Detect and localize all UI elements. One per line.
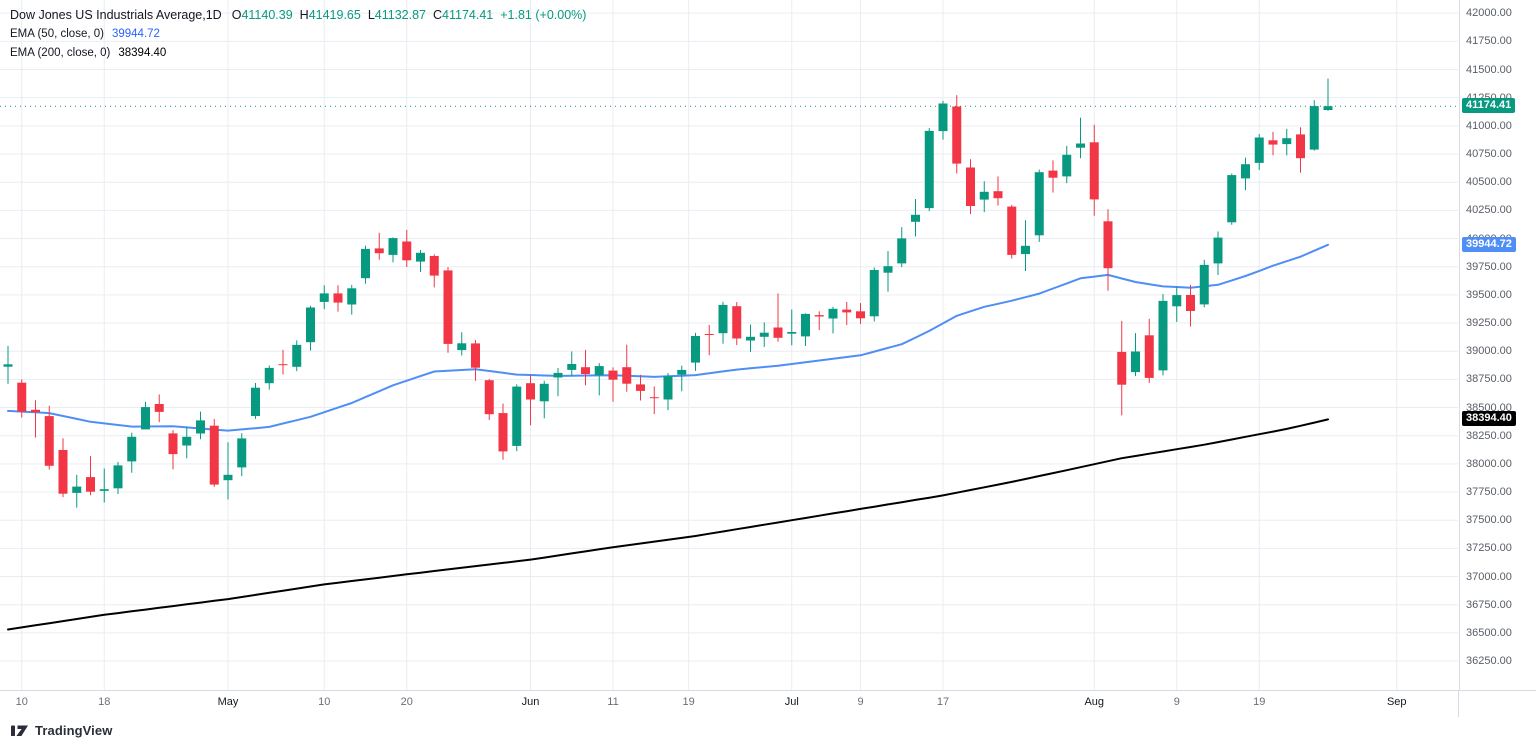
ema50-value: 39944.72	[111, 27, 160, 40]
close-value: C41174.41	[433, 7, 494, 22]
time-axis-label: 11	[607, 696, 619, 708]
price-axis-label: 38750.00	[1466, 373, 1512, 386]
price-axis-label: 38000.00	[1466, 457, 1512, 470]
price-axis-label: 41000.00	[1466, 119, 1512, 132]
tradingview-logo-icon[interactable]	[10, 722, 29, 738]
time-axis-label: May	[217, 696, 239, 708]
ema50-legend-row[interactable]: EMA (50, close, 0) 39944.72	[10, 24, 586, 43]
price-axis-label: 37000.00	[1466, 570, 1512, 583]
ema-200-line	[7, 418, 1329, 631]
price-axis-label: 39250.00	[1466, 317, 1512, 330]
symbol-separator: ,	[202, 7, 206, 22]
axis-corner-divider	[1458, 691, 1459, 717]
price-axis-label: 39500.00	[1466, 288, 1512, 301]
bottom-bar: TradingView	[0, 716, 1536, 744]
open-value: O41140.39	[231, 7, 293, 22]
chart-area[interactable]: 36250.00 36500.00 36750.00 37000.00 37250.00…	[0, 0, 1536, 690]
price-axis-label: 40500.00	[1466, 176, 1512, 189]
tradingview-wordmark[interactable]: TradingView	[35, 722, 113, 738]
price-axis-label: 36750.00	[1466, 598, 1512, 611]
low-value: L41132.87	[367, 7, 426, 22]
time-axis-label: 17	[936, 696, 950, 708]
price-axis-label: 37250.00	[1466, 542, 1512, 555]
time-axis-label: Jun	[521, 696, 540, 708]
price-axis-label: 40250.00	[1466, 204, 1512, 217]
price-axis-label: 41500.00	[1466, 63, 1512, 76]
high-value: H41419.65	[299, 7, 361, 22]
time-axis-label: Sep	[1386, 696, 1407, 708]
price-axis-label: 41750.00	[1466, 35, 1512, 48]
price-axis-label: 38500.00	[1466, 401, 1512, 414]
price-axis-label: 39750.00	[1466, 260, 1512, 273]
time-axis-label: 9	[857, 696, 864, 708]
symbol-title: Dow Jones US Industrials Average	[10, 7, 203, 22]
price-axis-label: 37750.00	[1466, 486, 1512, 499]
time-axis-label: Aug	[1084, 696, 1105, 708]
time-axis-label: 10	[318, 696, 331, 708]
price-axis[interactable]: 36250.00 36500.00 36750.00 37000.00 37250.00…	[1459, 0, 1536, 690]
price-axis-label: 36500.00	[1466, 626, 1512, 639]
time-axis-label: Jul	[784, 696, 799, 708]
price-tag: 38394.40	[1462, 411, 1516, 427]
time-axis-label: 20	[400, 696, 413, 708]
time-axis-label: 18	[98, 696, 111, 708]
ema50-label: EMA (50, close, 0)	[10, 27, 104, 40]
price-axis-label: 36250.00	[1466, 655, 1512, 668]
ema200-label: EMA (200, close, 0)	[10, 46, 111, 59]
symbol-interval[interactable]: 1D	[205, 7, 222, 22]
price-axis-label: 39000.00	[1466, 345, 1512, 358]
chart-legend: Dow Jones US Industrials Average, 1D O41…	[10, 5, 586, 62]
time-axis-label: 19	[1253, 696, 1266, 708]
ohlc-values: O41140.39 H41419.65 L41132.87 C41174.41	[232, 8, 494, 22]
time-axis-label: 10	[15, 696, 28, 708]
candles-layer	[3, 78, 1333, 508]
price-axis-label: 38250.00	[1466, 429, 1512, 442]
time-axis-label: 19	[682, 696, 695, 708]
time-axis-label: 9	[1173, 696, 1180, 708]
price-tag: 41174.41	[1462, 98, 1516, 114]
ema200-legend-row[interactable]: EMA (200, close, 0) 38394.40	[10, 43, 586, 62]
price-axis-label: 40750.00	[1466, 148, 1512, 161]
symbol-legend-row[interactable]: Dow Jones US Industrials Average, 1D O41…	[10, 5, 586, 24]
ema200-value: 38394.40	[118, 46, 167, 59]
price-axis-label: 37500.00	[1466, 514, 1512, 527]
grid-layer	[0, 0, 1458, 690]
candlestick-chart[interactable]	[0, 0, 1458, 690]
time-axis[interactable]: 10 18 May 10 20 Jun 11 19 Jul 9 17 Aug 9 19 Sep	[0, 690, 1536, 717]
change-value: +1.81 (+0.00%)	[500, 7, 587, 22]
price-axis-label: 42000.00	[1466, 7, 1512, 20]
price-tag: 39944.72	[1462, 236, 1516, 252]
